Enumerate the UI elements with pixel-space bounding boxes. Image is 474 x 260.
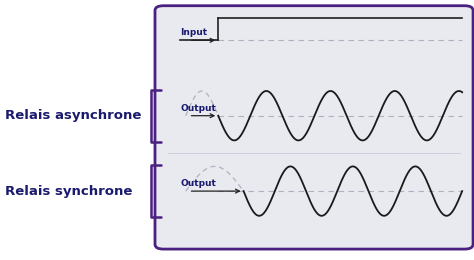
Text: Relais synchrone: Relais synchrone [5, 185, 132, 198]
Text: Output: Output [180, 179, 216, 188]
Text: Input: Input [180, 28, 207, 37]
Text: Output: Output [180, 104, 216, 113]
Text: Relais asynchrone: Relais asynchrone [5, 109, 141, 122]
FancyBboxPatch shape [155, 6, 473, 249]
